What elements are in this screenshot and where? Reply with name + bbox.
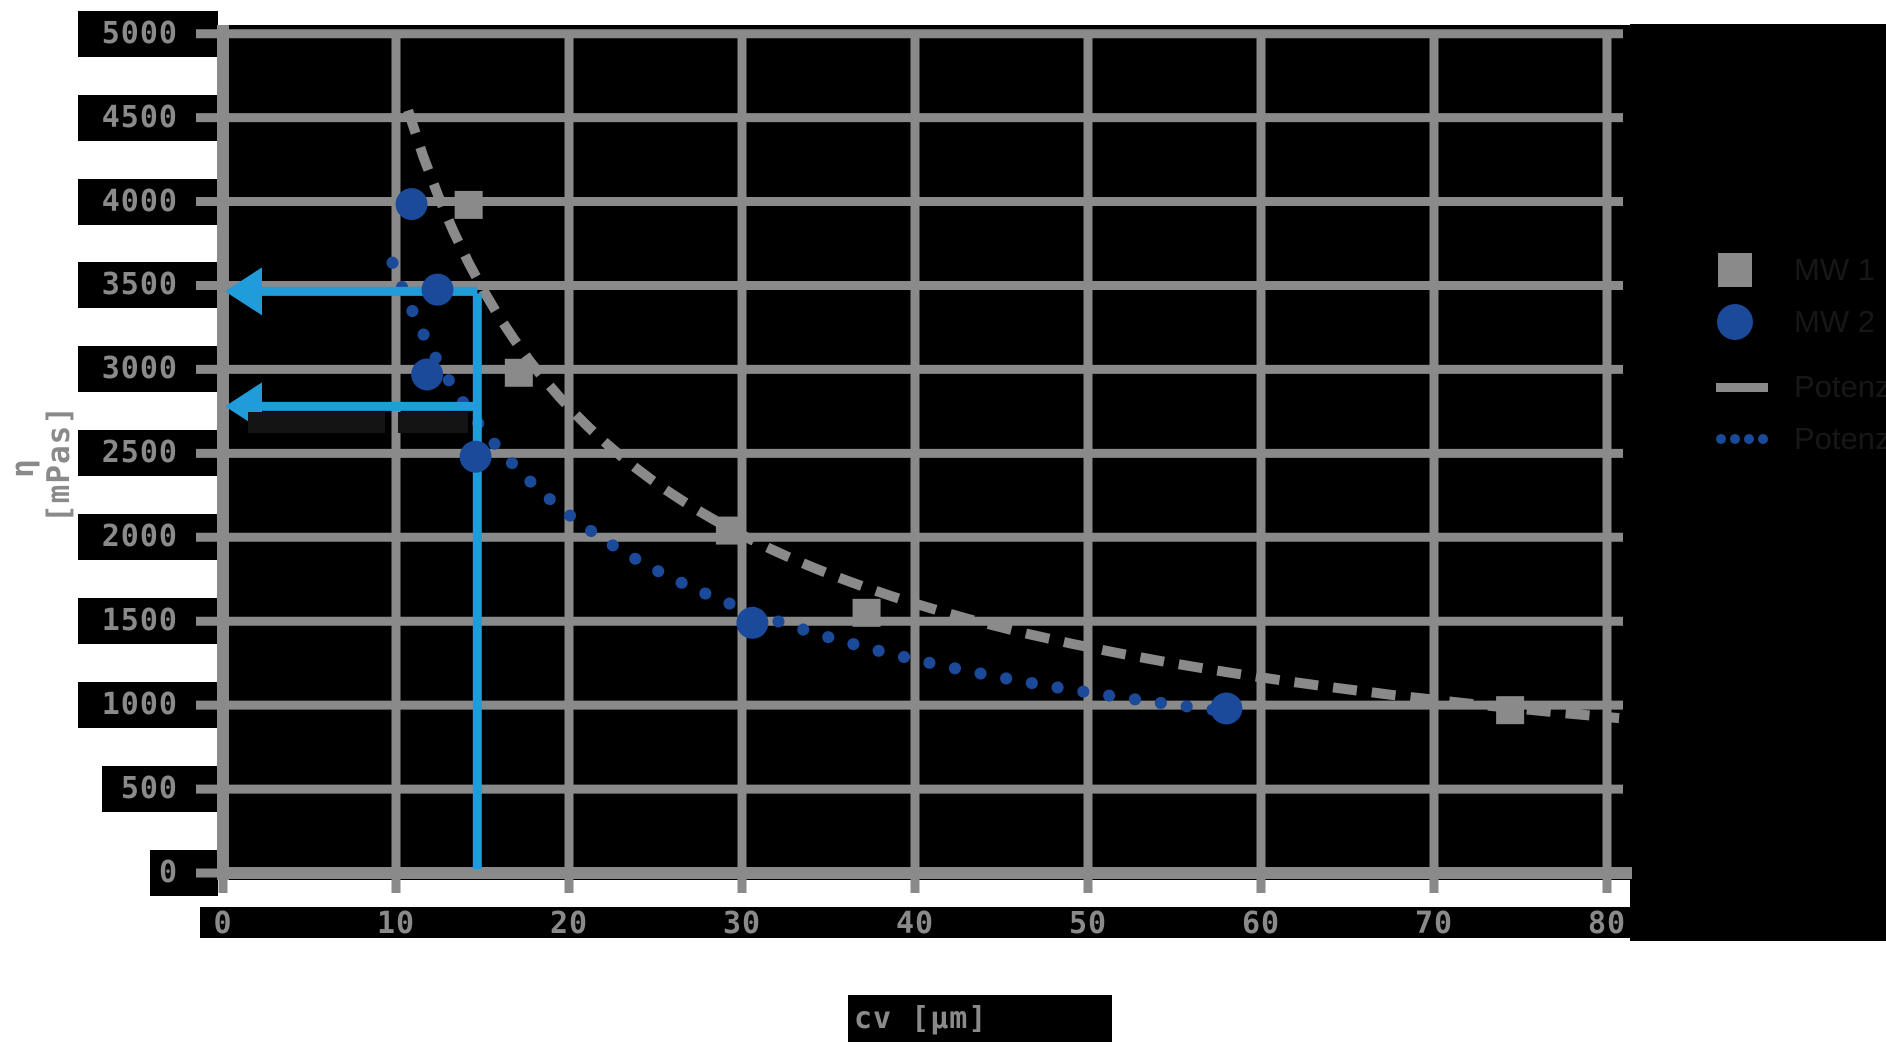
cyan-arrow-head: [225, 267, 262, 316]
data-point-circle-mw2: [411, 358, 444, 391]
x-tick-label: 10: [376, 906, 416, 941]
legend-item-mw-1: MW 1: [1716, 250, 1875, 290]
legend-swatch-square: [1716, 253, 1768, 287]
y-tick-label-box: 4500: [78, 94, 218, 141]
legend-dotted-line-icon: [1716, 434, 1726, 444]
x-tick-label: 30: [722, 906, 762, 941]
y-tick-label: 4000: [101, 183, 178, 219]
legend-swatch-solid-line: [1716, 382, 1768, 392]
x-tick-label: 20: [549, 906, 589, 941]
y-tick-label: 2000: [101, 519, 178, 555]
legend-label: MW 1: [1794, 252, 1875, 287]
data-point-square-mw1: [454, 190, 483, 219]
y-tick-label: 3000: [101, 351, 178, 387]
legend-solid-line-icon: [1716, 382, 1768, 392]
legend-square-marker-icon: [1718, 253, 1752, 287]
y-tick-label-box: 2000: [78, 514, 218, 561]
legend-label: MW 2: [1794, 304, 1875, 339]
trendline-potenz-solid-gray: [403, 108, 1620, 724]
legend-item-mw-2: MW 2: [1716, 302, 1875, 342]
y-tick-label-box: 5000: [78, 10, 218, 57]
data-point-circle-mw2: [421, 273, 454, 306]
x-tick-label: 0: [213, 906, 233, 941]
legend-swatch-dotted-line: [1716, 434, 1768, 444]
trendline-potenz-dotted-blue: [386, 256, 1240, 719]
legend-dotted-line-icon: [1744, 434, 1754, 444]
x-tick-label: 80: [1587, 906, 1627, 941]
y-tick-label-box: 4000: [78, 178, 218, 225]
legend-item-potenz: Potenz: [1716, 367, 1886, 407]
y-tick-label-box: 3000: [78, 346, 218, 393]
legend-circle-marker-icon: [1717, 304, 1753, 340]
data-point-circle-mw2: [395, 188, 428, 221]
x-tick-label: 40: [895, 906, 935, 941]
data-point-circle-mw2: [736, 606, 769, 639]
y-tick-label-box: 2500: [78, 430, 218, 477]
data-point-square-mw1: [852, 598, 881, 627]
x-tick-label: 60: [1241, 906, 1281, 941]
y-tick-label: 1000: [101, 687, 178, 723]
data-point-circle-mw2: [1210, 692, 1243, 725]
y-tick-label: 0: [158, 855, 178, 890]
legend-panel-background: [1630, 24, 1886, 941]
y-tick-label: 4500: [101, 99, 178, 135]
x-axis-title-box: cv [µm]: [848, 995, 1112, 1042]
legend-swatch-circle: [1716, 304, 1768, 340]
x-tick-label: 70: [1414, 906, 1454, 941]
x-label-stripe: [200, 907, 1636, 938]
legend-label: Potenz: [1794, 421, 1886, 456]
y-tick-label: 2500: [101, 435, 178, 471]
y-tick-label-box: 1500: [78, 598, 218, 645]
annotation-redacted-text: [398, 412, 468, 433]
y-tick-label-box: 1000: [78, 682, 218, 729]
annotation-redacted-text: [248, 412, 385, 433]
x-axis-title: cv [µm]: [854, 1001, 988, 1036]
y-tick-label: 5000: [101, 15, 178, 51]
legend-dotted-line-icon: [1730, 434, 1740, 444]
data-point-square-mw1: [1496, 696, 1525, 725]
data-point-square-mw1: [715, 516, 744, 545]
legend-item-potenz: Potenz: [1716, 419, 1886, 459]
y-tick-label: 1500: [101, 603, 178, 639]
y-tick-label: 3500: [101, 267, 178, 303]
legend-dotted-line-icon: [1758, 434, 1768, 444]
y-axis-title: η [mPas]: [5, 405, 77, 523]
x-tick-label: 50: [1068, 906, 1108, 941]
data-point-square-mw1: [504, 358, 533, 387]
y-tick-label-box: 3500: [78, 262, 218, 309]
y-tick-label: 500: [120, 771, 178, 807]
data-point-circle-mw2: [459, 440, 492, 473]
legend-label: Potenz: [1794, 369, 1886, 404]
